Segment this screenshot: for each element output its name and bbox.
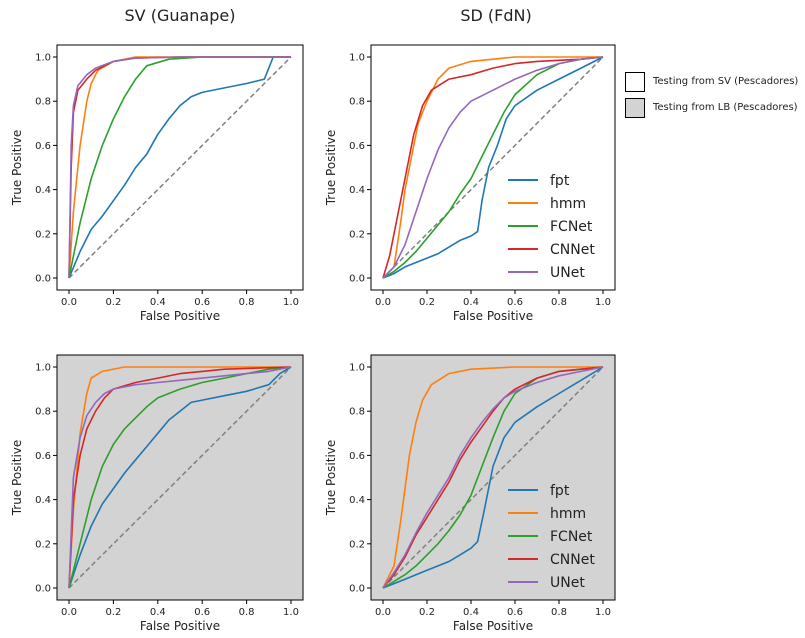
chance-diagonal-line (68, 56, 292, 279)
y-tick-label: 0.2 (349, 539, 365, 550)
x-tick-label: 1.0 (595, 607, 611, 618)
y-tick-label: 0.4 (349, 495, 365, 506)
chance-diagonal-line (68, 366, 292, 589)
x-tick-label: 0.6 (194, 607, 210, 618)
y-tick-label: 0.6 (349, 451, 365, 462)
x-tick-label: 0.0 (61, 297, 77, 308)
x-tick-label: 0.6 (507, 607, 523, 618)
legend-swatch-lb (625, 98, 645, 118)
y-tick-label: 0.2 (35, 229, 51, 240)
series-line-unet (382, 56, 604, 279)
x-tick-label: 0.0 (375, 297, 391, 308)
legend-label-hmm: hmm (550, 196, 586, 212)
series-line-cnnet (382, 56, 604, 279)
x-tick-label: 0.2 (419, 297, 435, 308)
y-tick-label: 0.6 (349, 141, 365, 152)
x-tick-label: 0.8 (239, 297, 255, 308)
x-tick-label: 0.2 (105, 607, 121, 618)
condition-legend-lb: Testing from LB (Pescadores) (625, 98, 805, 120)
chance-diagonal-line (382, 56, 604, 279)
y-tick-label: 0.2 (35, 539, 51, 550)
y-tick-label: 1.0 (349, 53, 365, 64)
x-tick-label: 0.8 (551, 297, 567, 308)
legend-label-unet: UNet (550, 265, 585, 281)
legend-label-cnnet: CNNet (550, 552, 595, 568)
x-tick-label: 0.6 (507, 297, 523, 308)
legend-label-fpt: fpt (550, 483, 570, 499)
x-tick-label: 0.0 (61, 607, 77, 618)
series-line-fpt (382, 366, 604, 589)
chart-panel-sv-bottom: 0.0 0.2 0.4 0.6 0.8 1.0 0.0 0.2 0.4 0.6 0.8 1.0 Fals… (10, 354, 304, 633)
y-tick-label: 1.0 (349, 363, 365, 374)
x-tick-label: 0.6 (194, 297, 210, 308)
y-tick-label: 0.0 (349, 274, 365, 285)
y-tick-label: 1.0 (35, 363, 51, 374)
series-line-unet (382, 366, 604, 589)
x-tick-label: 0.2 (419, 607, 435, 618)
x-axis-label: False Positive (453, 619, 533, 633)
series-line-unet (68, 366, 292, 589)
series-line-unet (68, 56, 291, 279)
y-tick-label: 0.8 (349, 97, 365, 108)
legend-label-fcnet: FCNet (550, 219, 593, 235)
y-axis-label: True Positive (324, 130, 338, 207)
y-tick-label: 0.8 (349, 407, 365, 418)
y-tick-label: 0.0 (349, 584, 365, 595)
series-line-fcnet (68, 56, 291, 279)
x-tick-label: 1.0 (283, 607, 299, 618)
x-tick-label: 0.4 (150, 297, 166, 308)
column-title-sv-guanape: SV (Guanape) (124, 6, 236, 25)
y-tick-label: 0.8 (35, 407, 51, 418)
series-line-hmm (382, 56, 603, 279)
y-axis-label: True Positive (10, 130, 24, 207)
x-tick-label: 0.0 (375, 607, 391, 618)
x-axis-label: False Positive (140, 309, 220, 323)
x-tick-label: 1.0 (283, 297, 299, 308)
y-tick-label: 1.0 (35, 53, 51, 64)
column-title-sd-fdn: SD (FdN) (460, 6, 532, 25)
series-line-hmm (68, 366, 291, 589)
x-axis-label: False Positive (140, 619, 220, 633)
legend-label-lb: Testing from LB (Pescadores) (653, 102, 798, 113)
y-tick-label: 0.0 (35, 274, 51, 285)
y-tick-label: 0.2 (349, 229, 365, 240)
legend-label-fcnet: FCNet (550, 529, 593, 545)
x-tick-label: 0.4 (463, 297, 479, 308)
chart-panel-sv-top: 0.0 0.2 0.4 0.6 0.8 1.0 0.0 0.2 0.4 0.6 0.8 1.0 Fals… (10, 44, 304, 323)
legend-swatch-sv (625, 72, 645, 92)
series-line-fpt (68, 56, 291, 279)
y-tick-label: 0.4 (35, 495, 51, 506)
legend-label-unet: UNet (550, 575, 585, 591)
chart-panel-sd-top: 0.0 0.2 0.4 0.6 0.8 1.0 0.0 0.2 0.4 0.6 0.8 1.0 Fals… (324, 44, 616, 323)
series-line-cnnet (382, 366, 604, 589)
legend-label-fpt: fpt (550, 173, 570, 189)
x-tick-label: 0.4 (463, 607, 479, 618)
condition-legend-sv: Testing from SV (Pescadores) (625, 72, 805, 94)
x-tick-label: 0.4 (150, 607, 166, 618)
chart-panel-sd-bottom: 0.0 0.2 0.4 0.6 0.8 1.0 0.0 0.2 0.4 0.6 0.8 1.0 Fals… (324, 354, 616, 633)
y-axis-label: True Positive (10, 440, 24, 517)
x-tick-label: 0.8 (239, 607, 255, 618)
y-tick-label: 0.0 (35, 584, 51, 595)
legend-label-hmm: hmm (550, 506, 586, 522)
y-tick-label: 0.6 (35, 451, 51, 462)
x-tick-label: 0.8 (551, 607, 567, 618)
x-axis-label: False Positive (453, 309, 533, 323)
legend-label-cnnet: CNNet (550, 242, 595, 258)
x-tick-label: 1.0 (595, 297, 611, 308)
series-line-fpt (382, 56, 604, 279)
series-line-fpt (68, 366, 292, 589)
y-tick-label: 0.4 (349, 185, 365, 196)
legend-label-sv: Testing from SV (Pescadores) (653, 76, 799, 87)
chance-diagonal-line (382, 366, 604, 589)
y-tick-label: 0.4 (35, 185, 51, 196)
y-tick-label: 0.8 (35, 97, 51, 108)
series-line-fcnet (382, 56, 604, 279)
x-tick-label: 0.2 (105, 297, 121, 308)
series-line-hmm (382, 366, 603, 589)
y-axis-label: True Positive (324, 440, 338, 517)
y-tick-label: 0.6 (35, 141, 51, 152)
